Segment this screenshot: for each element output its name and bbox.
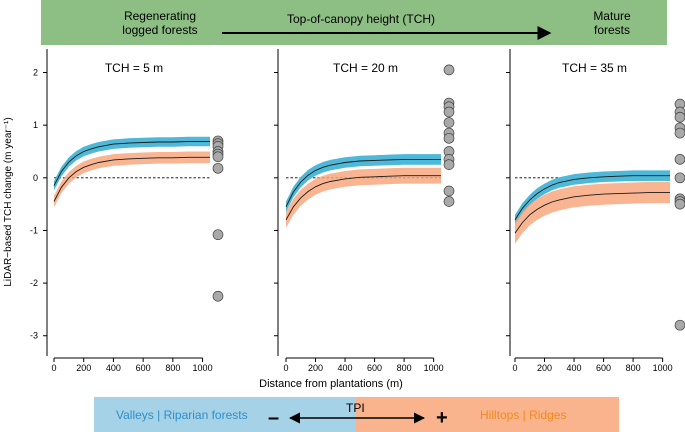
x-tick-label: 0: [283, 363, 288, 373]
y-tick-label: -2: [30, 278, 38, 288]
tpi-minus: –: [268, 407, 280, 429]
y-tick-label: -3: [30, 331, 38, 341]
data-point: [674, 111, 685, 123]
fit-line-hilltops: [514, 192, 670, 234]
y-axis-label: LiDAR−based TCH change (m year⁻¹): [3, 117, 14, 286]
data-point: [443, 132, 455, 144]
x-tick-label: 0: [512, 363, 517, 373]
fit-line-valleys: [53, 141, 210, 186]
x-tick-label: 800: [397, 363, 412, 373]
fit-line-valleys: [285, 158, 441, 208]
ci-band-hilltops: [515, 182, 670, 244]
y-tick-label: 0: [33, 173, 38, 183]
data-point: [212, 229, 224, 241]
x-tick-label: 200: [537, 363, 552, 373]
panel-title: TCH = 20 m: [333, 61, 398, 75]
x-tick-label: 600: [367, 363, 382, 373]
data-point: [443, 159, 455, 171]
x-tick-label: 800: [626, 363, 641, 373]
y-tick-label: -1: [30, 225, 38, 235]
x-tick-label: 200: [308, 363, 323, 373]
fit-line-valleys: [514, 175, 670, 221]
data-point: [443, 106, 455, 118]
tpi-right-label: Hilltops | Ridges: [480, 408, 567, 422]
data-point: [674, 319, 685, 331]
top-banner: Regenerating logged forests Top-of-canop…: [41, 0, 667, 45]
banner-center-label: Top-of-canopy height (TCH): [286, 12, 436, 26]
tpi-left-label: Valleys | Riparian forests: [116, 408, 248, 422]
x-tick-label: 400: [106, 363, 121, 373]
x-tick-label: 600: [136, 363, 151, 373]
x-tick-label: 1000: [193, 363, 213, 373]
y-tick-label: 2: [33, 68, 38, 78]
data-point: [443, 196, 455, 207]
data-point: [212, 151, 224, 163]
banner-left-label: Regenerating logged forests: [122, 9, 198, 37]
tpi-center-label: TPI: [346, 401, 365, 415]
panel-title: TCH = 35 m: [562, 61, 627, 75]
data-point: [674, 154, 685, 165]
data-point: [674, 127, 685, 139]
tpi-plus: +: [436, 407, 448, 429]
x-tick-label: 1000: [424, 363, 444, 373]
data-point: [443, 117, 455, 128]
banner-right-label: Mature forests: [593, 9, 631, 37]
fit-line-hilltops: [285, 175, 441, 221]
data-point: [674, 198, 685, 210]
ci-band-valleys: [286, 154, 441, 212]
data-point: [443, 185, 455, 197]
panel-2: 0 200 400 600 800 1000 TCH = 20 m: [274, 49, 455, 373]
x-tick-label: 600: [596, 363, 611, 373]
data-point: [674, 172, 685, 184]
x-tick-label: 400: [338, 363, 353, 373]
x-tick-label: 1000: [653, 363, 673, 373]
x-tick-label: 800: [165, 363, 180, 373]
fit-line-hilltops: [53, 156, 210, 202]
x-tick-label: 0: [51, 363, 56, 373]
y-tick-label: 1: [33, 120, 38, 130]
panel-3: 0 200 400 600 800 1000 TCH = 35 m: [506, 49, 685, 373]
data-point: [212, 162, 224, 174]
data-point: [443, 64, 455, 76]
x-tick-label: 400: [567, 363, 582, 373]
x-tick-label: 200: [76, 363, 91, 373]
panel-1: -3 -2 -1 0 1 2 0 200 400 600 800 1000 TCH = 5 m: [30, 49, 224, 373]
ci-band-valleys: [54, 136, 210, 191]
ci-band-hilltops: [54, 151, 210, 208]
x-axis-label: Distance from plantations (m): [259, 378, 403, 390]
data-point: [212, 290, 224, 302]
panel-title: TCH = 5 m: [105, 61, 163, 75]
